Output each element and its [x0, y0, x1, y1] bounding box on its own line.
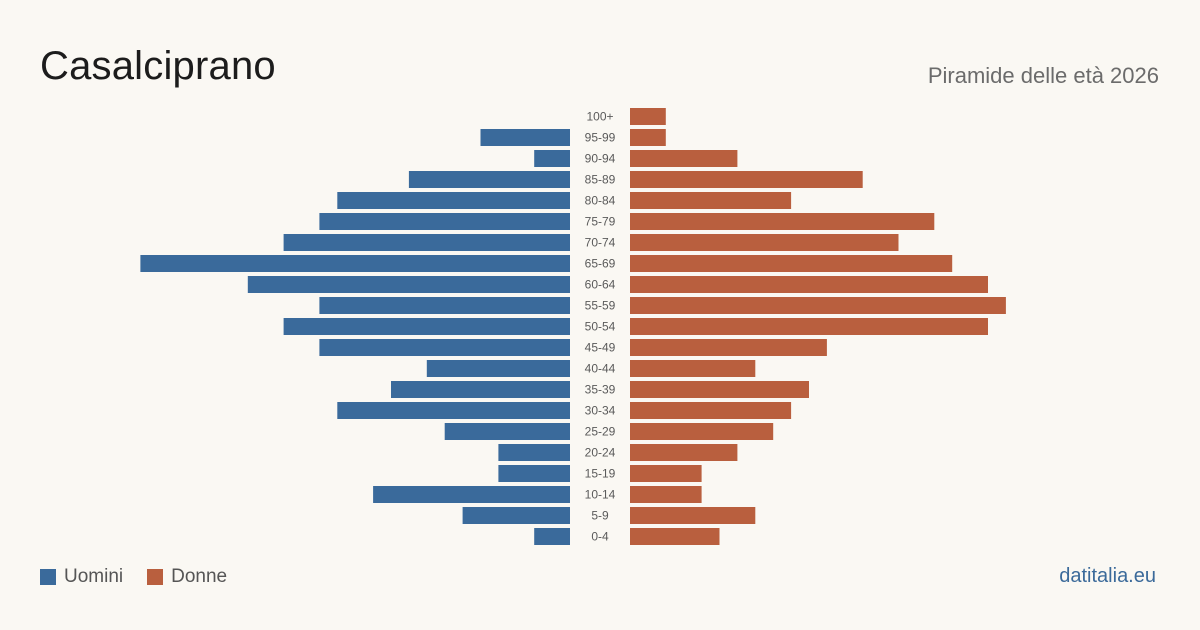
age-label-35-39: 35-39: [585, 383, 616, 397]
bar-male-80-84: [337, 192, 570, 209]
age-label-85-89: 85-89: [585, 173, 616, 187]
bar-female-45-49: [630, 339, 827, 356]
age-label-45-49: 45-49: [585, 341, 616, 355]
bar-male-20-24: [498, 444, 570, 461]
bar-male-25-29: [444, 423, 570, 440]
bar-male-75-79: [319, 213, 570, 230]
chart-title: Casalciprano: [40, 44, 276, 88]
bar-female-75-79: [630, 213, 935, 230]
bar-male-40-44: [426, 360, 570, 377]
age-label-75-79: 75-79: [585, 215, 616, 229]
bar-male-35-39: [391, 381, 570, 398]
bar-male-0-4: [534, 528, 570, 545]
age-label-55-59: 55-59: [585, 299, 616, 313]
bar-female-70-74: [630, 234, 899, 251]
age-label-40-44: 40-44: [585, 362, 616, 376]
age-label-20-24: 20-24: [585, 446, 616, 460]
legend-swatch-male: [40, 569, 56, 585]
age-label-10-14: 10-14: [585, 488, 616, 502]
bar-female-15-19: [630, 465, 702, 482]
bar-male-45-49: [319, 339, 570, 356]
bar-male-85-89: [408, 171, 570, 188]
age-label-60-64: 60-64: [585, 278, 616, 292]
legend-label-male: Uomini: [64, 566, 124, 587]
age-label-15-19: 15-19: [585, 467, 616, 481]
bar-male-5-9: [462, 507, 570, 524]
age-label-5-9: 5-9: [591, 509, 609, 523]
bar-female-60-64: [630, 276, 988, 293]
bar-female-5-9: [630, 507, 756, 524]
age-label-100+: 100+: [586, 110, 613, 124]
age-label-80-84: 80-84: [585, 194, 616, 208]
bar-female-25-29: [630, 423, 774, 440]
bar-female-65-69: [630, 255, 953, 272]
bar-male-50-54: [283, 318, 570, 335]
bar-female-80-84: [630, 192, 792, 209]
legend-item-female: Donne: [147, 566, 227, 588]
age-label-90-94: 90-94: [585, 152, 616, 166]
age-label-25-29: 25-29: [585, 425, 616, 439]
bar-female-50-54: [630, 318, 988, 335]
bar-female-10-14: [630, 486, 702, 503]
bar-male-60-64: [247, 276, 571, 293]
bar-female-20-24: [630, 444, 738, 461]
age-label-30-34: 30-34: [585, 404, 616, 418]
bar-male-10-14: [373, 486, 570, 503]
source-link[interactable]: datitalia.eu: [1059, 565, 1156, 587]
bar-male-90-94: [534, 150, 570, 167]
bar-male-15-19: [498, 465, 570, 482]
age-label-50-54: 50-54: [585, 320, 616, 334]
legend-swatch-female: [147, 569, 164, 585]
chart-subtitle: Piramide delle età 2026: [927, 63, 1159, 88]
bar-male-55-59: [319, 297, 570, 314]
bar-female-100+: [630, 108, 666, 125]
bar-female-40-44: [630, 360, 756, 377]
bar-female-95-99: [630, 129, 666, 146]
age-label-65-69: 65-69: [585, 257, 616, 271]
age-label-0-4: 0-4: [591, 530, 609, 544]
legend: Uomini Donne: [40, 566, 251, 588]
bar-male-95-99: [480, 129, 570, 146]
bar-female-85-89: [630, 171, 863, 188]
bar-female-90-94: [630, 150, 738, 167]
bar-male-30-34: [337, 402, 570, 419]
bar-female-0-4: [630, 528, 720, 545]
bar-female-35-39: [630, 381, 809, 398]
bar-male-65-69: [140, 255, 570, 272]
age-label-95-99: 95-99: [585, 131, 616, 145]
bar-male-70-74: [283, 234, 570, 251]
bar-female-30-34: [630, 402, 792, 419]
bar-female-55-59: [630, 297, 1006, 314]
legend-label-female: Donne: [171, 566, 228, 587]
age-label-70-74: 70-74: [585, 236, 616, 250]
legend-item-male: Uomini: [40, 566, 123, 588]
